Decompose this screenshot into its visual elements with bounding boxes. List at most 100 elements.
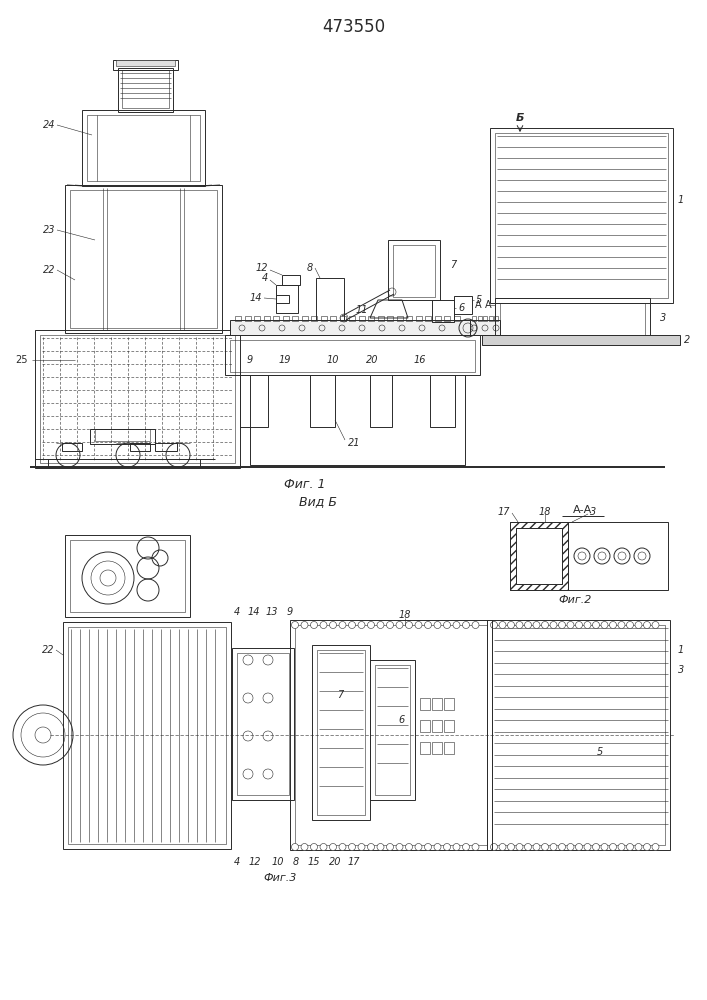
Bar — [70, 190, 217, 328]
Text: 473550: 473550 — [322, 18, 385, 36]
Circle shape — [310, 844, 317, 850]
Circle shape — [550, 621, 557, 629]
Bar — [155, 443, 177, 451]
Bar — [470, 320, 500, 335]
Bar — [444, 698, 454, 710]
Circle shape — [652, 621, 659, 629]
Bar — [237, 653, 289, 795]
Text: Фиг.2: Фиг.2 — [559, 595, 592, 605]
Bar — [435, 316, 440, 321]
Bar — [495, 298, 650, 338]
Text: 6: 6 — [458, 303, 464, 313]
Bar — [375, 665, 410, 795]
Bar — [87, 115, 200, 181]
Bar — [482, 335, 680, 345]
Circle shape — [594, 548, 610, 564]
Circle shape — [559, 844, 566, 850]
Bar — [339, 316, 346, 321]
Bar — [35, 330, 240, 468]
Circle shape — [406, 621, 412, 629]
Bar — [301, 316, 308, 321]
Bar — [453, 316, 460, 321]
Circle shape — [339, 844, 346, 850]
Circle shape — [584, 621, 591, 629]
Bar — [130, 443, 150, 451]
Circle shape — [406, 844, 412, 850]
Text: 22: 22 — [42, 265, 55, 275]
Circle shape — [634, 548, 650, 564]
Circle shape — [368, 844, 375, 850]
Text: 6: 6 — [399, 715, 405, 725]
Bar — [472, 316, 476, 321]
Circle shape — [291, 844, 298, 850]
Text: Б: Б — [515, 113, 525, 123]
Text: 24: 24 — [42, 120, 55, 130]
Bar — [230, 340, 475, 372]
Text: 14: 14 — [247, 607, 260, 617]
Bar — [494, 316, 498, 321]
Text: 18: 18 — [539, 507, 551, 517]
Bar — [432, 300, 454, 322]
Text: 21: 21 — [348, 438, 361, 448]
Circle shape — [542, 621, 549, 629]
Text: 2: 2 — [684, 335, 690, 345]
Text: 17: 17 — [348, 857, 361, 867]
Bar — [245, 316, 250, 321]
Bar — [370, 660, 415, 800]
Bar — [320, 316, 327, 321]
Bar — [65, 185, 222, 333]
Bar — [420, 742, 430, 754]
Bar — [254, 316, 260, 321]
Circle shape — [508, 621, 515, 629]
Text: 15: 15 — [308, 857, 320, 867]
Circle shape — [626, 844, 633, 850]
Bar — [568, 522, 668, 590]
Circle shape — [472, 844, 479, 850]
Bar — [444, 316, 450, 321]
Circle shape — [643, 621, 650, 629]
Circle shape — [567, 621, 574, 629]
Bar — [430, 375, 455, 427]
Bar — [490, 128, 673, 303]
Bar — [90, 429, 155, 444]
Bar — [416, 316, 421, 321]
Circle shape — [592, 621, 600, 629]
Text: 19: 19 — [279, 355, 291, 365]
Circle shape — [643, 844, 650, 850]
Bar — [388, 240, 440, 300]
Text: Фиг.3: Фиг.3 — [263, 873, 297, 883]
Text: 3: 3 — [678, 665, 684, 675]
Circle shape — [301, 621, 308, 629]
Circle shape — [443, 621, 450, 629]
Circle shape — [453, 844, 460, 850]
Circle shape — [368, 621, 375, 629]
Bar — [264, 316, 269, 321]
Text: 7: 7 — [337, 690, 343, 700]
Text: 3: 3 — [660, 313, 666, 323]
Circle shape — [320, 844, 327, 850]
Text: Фиг. 1: Фиг. 1 — [284, 479, 326, 491]
Bar — [82, 110, 205, 186]
Text: A: A — [485, 300, 491, 310]
Circle shape — [339, 621, 346, 629]
Bar — [273, 316, 279, 321]
Circle shape — [291, 621, 298, 629]
Circle shape — [618, 621, 625, 629]
Bar — [393, 245, 435, 297]
Circle shape — [542, 844, 549, 850]
Bar — [95, 429, 150, 441]
Circle shape — [575, 621, 583, 629]
Bar — [311, 316, 317, 321]
Text: 10: 10 — [271, 857, 284, 867]
Bar — [230, 320, 470, 335]
Text: 9: 9 — [287, 607, 293, 617]
Circle shape — [525, 621, 532, 629]
Bar — [358, 316, 365, 321]
Circle shape — [301, 844, 308, 850]
Circle shape — [320, 621, 327, 629]
Circle shape — [491, 621, 498, 629]
Bar — [282, 275, 300, 285]
Bar — [406, 316, 412, 321]
Circle shape — [618, 552, 626, 560]
Text: 12: 12 — [255, 263, 268, 273]
